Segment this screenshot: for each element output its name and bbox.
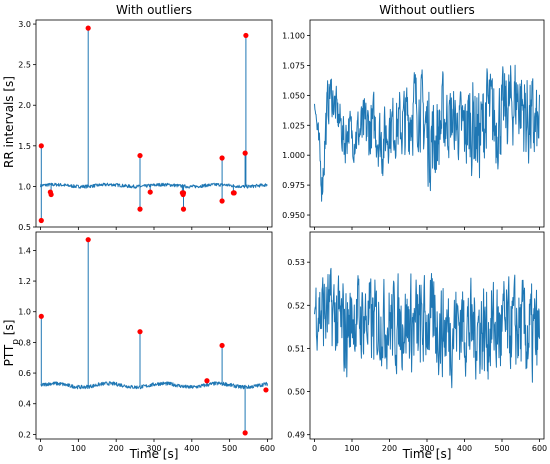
series-line [40,27,268,221]
outlier-point [137,206,143,212]
axes-frame [35,231,273,440]
outlier-point [204,378,210,384]
x-tick-label: 400 [457,444,472,453]
chart-rr-with-outliers: 0.5 1.0 1.5 2.0 2.5 3.0 [18,19,273,232]
outlier-point [219,155,225,161]
outlier-point [263,387,269,393]
outlier-point [180,190,187,196]
x-tick-label: 300 [419,444,434,453]
y-tick-label: 1.4 [18,246,31,255]
outlier-point [219,198,225,204]
chart-ptt-without-outliers: 0.49 0.50 0.51 0.52 0.53 0 100 200 300 400 500 600 [287,231,547,453]
y-tick-label: 0.53 [287,258,305,267]
x-tick-label: 100 [344,444,359,453]
outlier-point [85,25,91,31]
y-tick-label: 1.0 [18,308,31,317]
y-tick-label: 0.6 [18,369,31,378]
ylabel-ptt: PTTp [s] [2,320,21,367]
y-tick-label: 3.0 [18,20,31,29]
y-tick-label: 1.075 [282,61,305,70]
y-tick-label: 1.5 [18,142,31,151]
y-tick-label: 2.5 [18,61,31,70]
outlier-point [137,152,143,159]
series-line [314,267,540,389]
x-tick-label: 600 [260,444,275,453]
outlier-point [180,206,187,212]
outlier-point [147,189,153,195]
chart-ptt-with-outliers: 0.2 0.4 0.6 0.8 1.0 1.2 1.4 0 100 200 300 400 500 600 [18,231,275,453]
series-line [40,239,268,434]
outlier-point [38,143,44,149]
y-tick-label: 2.0 [18,101,31,110]
y-tick-label: 0.8 [18,338,31,347]
axes-frame [35,19,273,228]
y-tick-label: 0.52 [287,301,305,310]
xlabel-time-left: Time [s] [129,447,179,461]
y-tick-label: 0.50 [287,388,305,397]
xlabel-time-right: Time [s] [402,447,452,461]
y-tick-label: 0.950 [282,211,305,220]
y-tick-label: 0.4 [18,400,31,409]
y-tick-label: 1.2 [18,277,31,286]
outlier-point [219,342,225,349]
y-tick-label: 1.050 [282,91,305,100]
x-tick-label: 600 [532,444,547,453]
outlier-point [48,191,54,198]
x-tick-label: 500 [222,444,237,453]
outlier-point [38,313,44,319]
y-tick-label: 0.975 [282,181,305,190]
outlier-point [137,329,143,335]
x-tick-label: 500 [494,444,509,453]
outlier-point [38,217,44,224]
outlier-point [243,32,249,39]
x-tick-label: 0 [312,444,317,453]
outlier-point [85,237,91,243]
panel-title-with-outliers: With outliers [116,3,192,17]
x-tick-label: 100 [71,444,86,453]
outlier-point [242,430,248,436]
outlier-point [242,150,248,156]
y-tick-label: 1.025 [282,121,305,130]
y-tick-label: 1.0 [18,182,31,191]
y-tick-label: 1.000 [282,151,305,160]
chart-rr-without-outliers: 0.950 0.975 1.000 1.025 1.050 1.075 1.100 [282,19,545,230]
outlier-point [231,190,237,196]
x-tick-label: 200 [109,444,124,453]
y-tick-label: 0.51 [287,344,305,353]
y-tick-label: 0.2 [18,430,31,439]
x-tick-label: 400 [184,444,199,453]
series-line [314,64,540,202]
y-tick-label: 0.5 [18,223,31,232]
y-tick-label: 1.100 [282,32,305,41]
panel-title-without-outliers: Without outliers [379,3,475,17]
x-tick-label: 200 [382,444,397,453]
y-tick-label: 0.49 [287,431,305,440]
x-tick-label: 300 [146,444,161,453]
x-tick-label: 0 [38,444,43,453]
ylabel-rr: RR intervals [s] [2,76,16,168]
